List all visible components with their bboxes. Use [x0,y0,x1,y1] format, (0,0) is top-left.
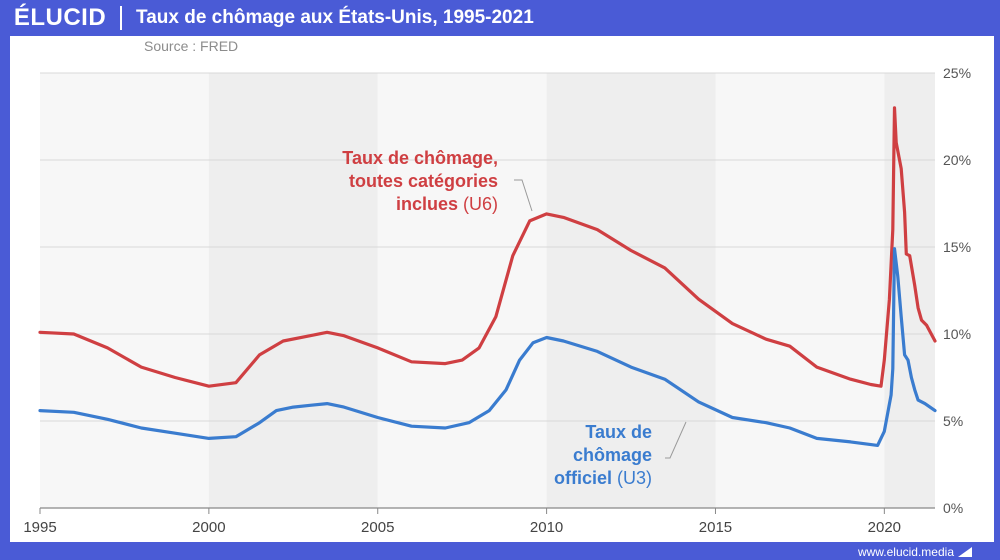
brand-mark-icon [958,547,972,557]
chart-panel: Source : FRED 0% 5% 10% 15% 20% 25% 1995 2000 20… [10,36,994,542]
annotation-u6-line: inclues (U6) [396,194,498,214]
chart-source: Source : FRED [144,38,239,54]
y-tick-label: 0% [943,500,963,516]
y-tick-label: 15% [943,239,971,255]
chart-title: Taux de chômage aux États-Unis, 1995-202… [136,7,534,28]
annotation-u6-leader [514,179,533,212]
header-bar: ÉLUCID Taux de chômage aux États-Unis, 1… [0,0,1000,36]
brand-logo: ÉLUCID [13,4,107,31]
annotation-u6-line: toutes catégories [349,171,498,191]
y-tick-label: 25% [943,65,971,81]
x-tick-label: 2005 [361,519,394,536]
background-band [208,73,378,508]
footer: www.elucid.media [858,545,972,559]
series-line-u6 [38,106,937,388]
background-band [40,73,209,508]
y-tick-label: 5% [943,413,963,429]
annotation-u3-leader [665,421,687,459]
website-url[interactable]: www.elucid.media [857,545,954,559]
annotation-u3-line: officiel (U3) [554,468,652,488]
x-tick-label: 2020 [868,519,901,536]
chart-svg: 0% 5% 10% 15% 20% 25% 1995 2000 2005 2010 2015 2020… [23,65,971,536]
series-line-u3 [38,247,937,447]
annotation-u3-line: Taux de [585,422,652,442]
x-tick-label: 1995 [23,519,56,536]
x-tick-label: 2000 [192,519,225,536]
background-band [377,73,547,508]
annotation-u6-line: Taux de chômage, [342,148,498,168]
x-tick-label: 2010 [530,519,563,536]
annotation-u3-line: chômage [573,445,652,465]
y-tick-label: 20% [943,152,971,168]
background-band [884,73,935,508]
logo-separator [120,6,122,30]
y-tick-label: 10% [943,326,971,342]
x-tick-label: 2015 [699,519,732,536]
background-band [715,73,885,508]
